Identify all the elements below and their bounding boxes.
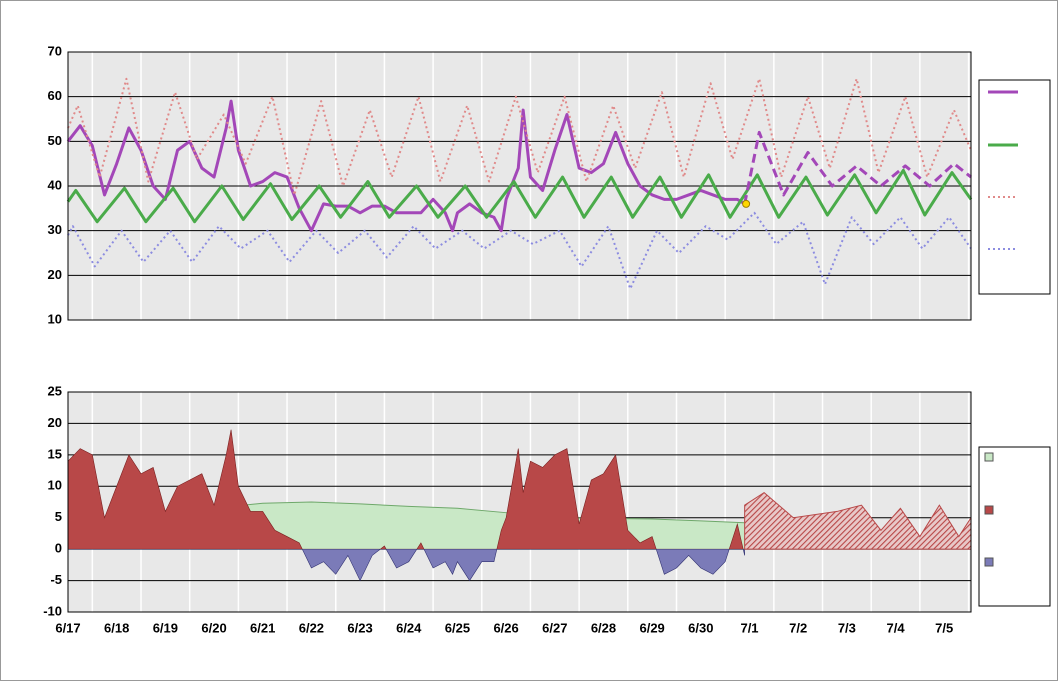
y-tick-label: 0: [55, 541, 62, 556]
x-tick-label: 7/3: [838, 620, 856, 635]
x-tick-label: 6/30: [688, 620, 713, 635]
y-tick-label: -10: [43, 603, 62, 618]
y-tick-label: 10: [48, 478, 62, 493]
plot-border: [67, 391, 972, 613]
x-tick-label: 7/2: [789, 620, 807, 635]
x-tick-label: 6/17: [55, 620, 80, 635]
line: [66, 168, 973, 224]
x-tick-label: 6/21: [250, 620, 275, 635]
x-tick-label: 6/29: [639, 620, 664, 635]
y-tick-label: 50: [48, 133, 62, 148]
x-tick-label: 6/18: [104, 620, 129, 635]
y-tick-label: 10: [48, 311, 62, 326]
marker: [742, 199, 751, 208]
x-tick-label: 6/28: [591, 620, 616, 635]
y-tick-label: 40: [48, 177, 62, 192]
legend-box: [978, 446, 1051, 607]
x-tick-label: 6/26: [493, 620, 518, 635]
legend-box: [978, 79, 1051, 295]
x-tick-label: 6/24: [396, 620, 422, 635]
x-tick-label: 6/25: [445, 620, 470, 635]
legend-swatch: [984, 505, 994, 515]
y-tick-label: 5: [55, 509, 62, 524]
y-tick-label: 30: [48, 222, 62, 237]
x-tick-label: 7/4: [887, 620, 906, 635]
plot-border: [67, 51, 972, 321]
x-tick-label: 6/27: [542, 620, 567, 635]
line: [66, 99, 746, 233]
y-tick-label: 15: [48, 446, 62, 461]
x-tick-label: 7/1: [740, 620, 758, 635]
line: [67, 211, 972, 290]
x-tick-label: 6/22: [299, 620, 324, 635]
x-tick-label: 6/19: [153, 620, 178, 635]
y-tick-label: 25: [48, 383, 62, 398]
y-tick-label: -5: [50, 572, 62, 587]
x-tick-label: 6/23: [347, 620, 372, 635]
y-tick-label: 60: [48, 88, 62, 103]
y-tick-label: 20: [48, 267, 62, 282]
legend-swatch: [984, 452, 994, 462]
legend-swatch: [984, 557, 994, 567]
x-tick-label: 7/5: [935, 620, 953, 635]
area: [68, 549, 745, 582]
y-tick-label: 20: [48, 415, 62, 430]
line: [67, 77, 972, 196]
x-tick-label: 6/20: [201, 620, 226, 635]
y-tick-label: 70: [48, 43, 62, 58]
area: [744, 491, 972, 550]
line: [743, 130, 972, 205]
area: [68, 429, 745, 550]
